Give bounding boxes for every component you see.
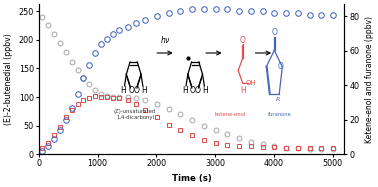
Text: O: O: [240, 36, 246, 45]
Y-axis label: Ketene-enol and furanone (ppbv): Ketene-enol and furanone (ppbv): [365, 16, 374, 143]
Text: H: H: [203, 86, 208, 95]
Text: H: H: [121, 86, 126, 95]
Text: OH: OH: [245, 80, 256, 86]
Text: (Z)-unsaturated
1,4-dicarbonyl: (Z)-unsaturated 1,4-dicarbonyl: [114, 109, 156, 120]
Text: hν: hν: [160, 36, 170, 45]
Text: H: H: [182, 86, 188, 95]
Text: ketene-enol: ketene-enol: [214, 112, 245, 117]
Text: O: O: [128, 86, 134, 95]
Text: O: O: [190, 86, 195, 95]
Y-axis label: (E)-2-butenedial (ppbv): (E)-2-butenedial (ppbv): [4, 33, 13, 125]
Text: H: H: [240, 86, 246, 95]
Text: H: H: [141, 86, 147, 95]
Text: O: O: [133, 86, 139, 95]
Text: R: R: [276, 97, 280, 102]
X-axis label: Time (s): Time (s): [172, 174, 211, 183]
Text: O: O: [195, 86, 201, 95]
Text: O: O: [278, 62, 284, 71]
Text: furanone: furanone: [268, 112, 292, 117]
Text: O: O: [272, 28, 278, 37]
